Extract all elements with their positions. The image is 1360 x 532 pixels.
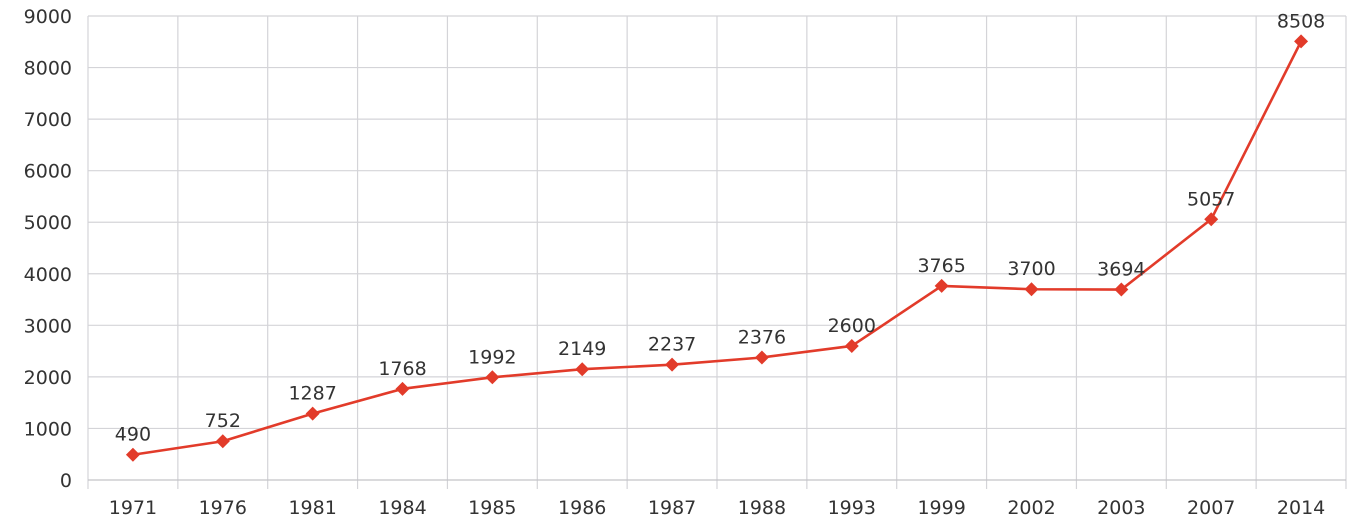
data-label: 752 — [205, 410, 241, 432]
data-label: 3765 — [917, 255, 965, 277]
data-point-marker — [1114, 282, 1129, 297]
y-tick-label: 4000 — [24, 264, 72, 286]
data-label: 3694 — [1097, 259, 1145, 281]
data-labels: 490 752 1287 1768 1992 2149 2237 2376 2600 3765 37… — [115, 10, 1325, 445]
data-point-marker — [934, 278, 949, 293]
x-tick-label: 1993 — [828, 497, 876, 519]
x-tick-label: 1976 — [199, 497, 247, 519]
x-tick-label: 1986 — [558, 497, 606, 519]
x-tick-label: 1988 — [738, 497, 786, 519]
data-label: 490 — [115, 424, 151, 446]
data-point-marker — [215, 434, 230, 449]
x-tick-label: 1987 — [648, 497, 696, 519]
data-label: 1287 — [288, 383, 336, 405]
data-label: 2376 — [738, 327, 786, 349]
data-label: 5057 — [1187, 188, 1235, 210]
x-tick-label: 1984 — [378, 497, 426, 519]
data-point-marker — [485, 370, 500, 385]
x-tick-label: 2007 — [1187, 497, 1235, 519]
y-tick-label: 8000 — [24, 58, 72, 80]
data-point-marker — [575, 362, 590, 377]
y-tick-label: 3000 — [24, 315, 72, 337]
y-tick-label: 1000 — [24, 418, 72, 440]
data-label: 1992 — [468, 346, 516, 368]
y-tick-label: 2000 — [24, 367, 72, 389]
x-tick-label: 1971 — [109, 497, 157, 519]
data-label: 2149 — [558, 338, 606, 360]
data-point-marker — [395, 381, 410, 396]
data-point-marker — [125, 447, 140, 462]
series — [125, 34, 1309, 462]
data-label: 8508 — [1277, 10, 1325, 32]
y-tick-label: 7000 — [24, 109, 72, 131]
data-label: 2237 — [648, 334, 696, 356]
x-tick-label: 2003 — [1097, 497, 1145, 519]
y-tick-label: 9000 — [24, 6, 72, 28]
data-point-marker — [1204, 212, 1219, 227]
x-tick-label: 1999 — [917, 497, 965, 519]
data-point-marker — [305, 406, 320, 421]
data-point-marker — [844, 338, 859, 353]
data-label: 1768 — [378, 358, 426, 380]
x-tick-label: 1981 — [288, 497, 336, 519]
x-tick-label: 2002 — [1007, 497, 1055, 519]
x-tick-label: 1985 — [468, 497, 516, 519]
data-label: 3700 — [1007, 258, 1055, 280]
data-point-marker — [1024, 282, 1039, 297]
axes: 0 1000 2000 3000 4000 5000 6000 7000 8000 9000 197… — [24, 6, 1346, 519]
data-point-marker — [665, 357, 680, 372]
y-tick-label: 0 — [60, 470, 72, 492]
y-tick-label: 5000 — [24, 212, 72, 234]
data-point-marker — [754, 350, 769, 365]
y-tick-label: 6000 — [24, 161, 72, 183]
data-label: 2600 — [828, 315, 876, 337]
grid — [87, 15, 1347, 489]
x-tick-label: 2014 — [1277, 497, 1325, 519]
data-point-marker — [1294, 34, 1309, 49]
series-line — [132, 40, 1303, 457]
